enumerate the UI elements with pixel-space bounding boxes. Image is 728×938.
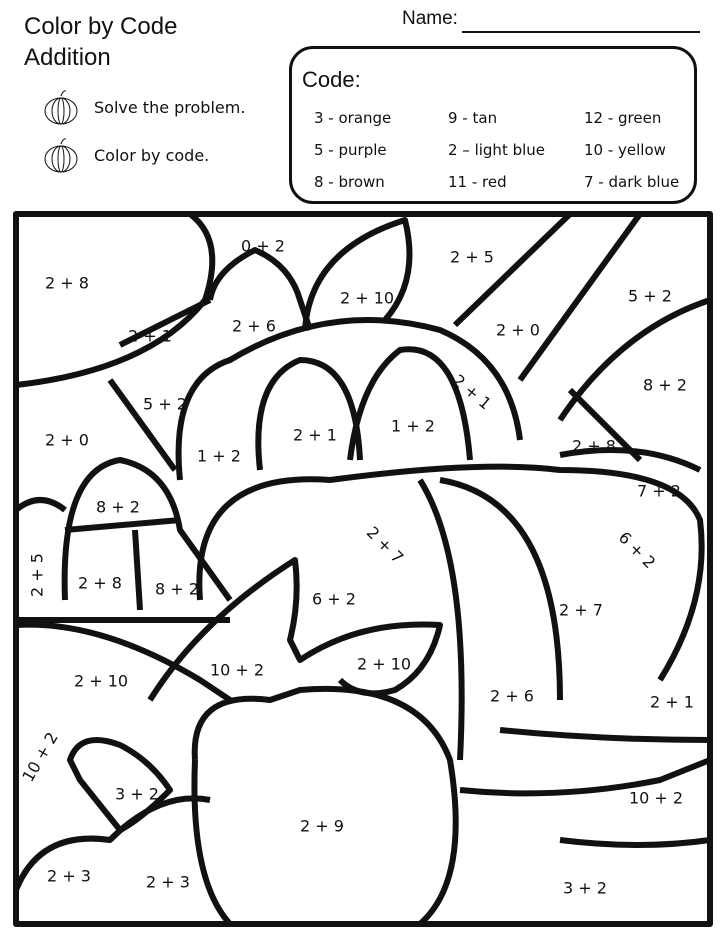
problem-label: 5 + 2 — [628, 286, 672, 306]
problem-label: 2 + 9 — [300, 816, 344, 836]
code-item: 2 – light blue — [448, 141, 546, 159]
problem-label: 2 + 3 — [47, 866, 91, 886]
code-item: 12 - green — [584, 109, 662, 127]
problem-label: 1 + 2 — [391, 416, 435, 436]
problem-label: 2 + 5 — [27, 553, 47, 597]
code-title: Code: — [302, 67, 361, 92]
worksheet-title: Color by Code — [24, 13, 178, 40]
problem-label: 2 + 8 — [572, 436, 616, 456]
code-item: 5 - purple — [314, 141, 387, 159]
pumpkin-icon — [44, 138, 78, 173]
code-item: 10 - yellow — [584, 141, 666, 159]
code-item: 11 - red — [448, 173, 507, 191]
problem-label: 8 + 2 — [643, 375, 687, 395]
instruction-2: Color by code. — [42, 136, 209, 174]
problem-label: 2 + 10 — [73, 671, 129, 691]
problem-label: 1 + 2 — [197, 446, 241, 466]
instruction-text: Solve the problem. — [94, 97, 246, 117]
problem-label: 2 + 1 — [128, 326, 172, 346]
problem-label: 7 + 2 — [637, 481, 681, 501]
problem-label: 2 + 1 — [650, 692, 694, 712]
pumpkin-icon — [44, 90, 78, 125]
problem-label: 8 + 2 — [96, 497, 140, 517]
problem-label: 2 + 0 — [45, 430, 89, 450]
problem-label: 2 + 6 — [232, 316, 276, 336]
problem-label: 2 + 10 — [356, 654, 412, 674]
name-label: Name: — [402, 8, 458, 29]
code-item: 7 - dark blue — [584, 173, 680, 191]
problem-label: 2 + 8 — [78, 573, 122, 593]
name-field[interactable] — [462, 31, 700, 33]
problem-label: 3 + 2 — [115, 784, 159, 804]
problem-label: 2 + 1 — [293, 425, 337, 445]
code-item: 9 - tan — [448, 109, 498, 127]
problem-label: 10 + 2 — [209, 660, 265, 680]
instruction-text: Color by code. — [94, 145, 210, 165]
problem-label: 5 + 2 — [143, 394, 187, 414]
problem-label: 0 + 2 — [241, 236, 285, 256]
instruction-1: Solve the problem. — [42, 88, 245, 126]
problem-label: 2 + 3 — [146, 872, 190, 892]
worksheet-subtitle: Addition — [24, 44, 111, 71]
problem-label: 8 + 2 — [155, 579, 199, 599]
problem-label: 2 + 0 — [496, 320, 540, 340]
problem-label: 2 + 10 — [339, 288, 395, 308]
problem-label: 10 + 2 — [628, 788, 684, 808]
problem-label: 6 + 2 — [312, 589, 356, 609]
problem-label: 2 + 5 — [450, 247, 494, 267]
problem-label: 2 + 8 — [45, 273, 89, 293]
problem-label: 3 + 2 — [563, 878, 607, 898]
code-item: 3 - orange — [314, 109, 392, 127]
color-code-box: Code: 3 - orange 5 - purple 8 - brown 9 … — [289, 46, 697, 204]
code-item: 8 - brown — [314, 173, 385, 191]
problem-label: 2 + 6 — [490, 686, 534, 706]
problem-label: 2 + 7 — [559, 600, 603, 620]
